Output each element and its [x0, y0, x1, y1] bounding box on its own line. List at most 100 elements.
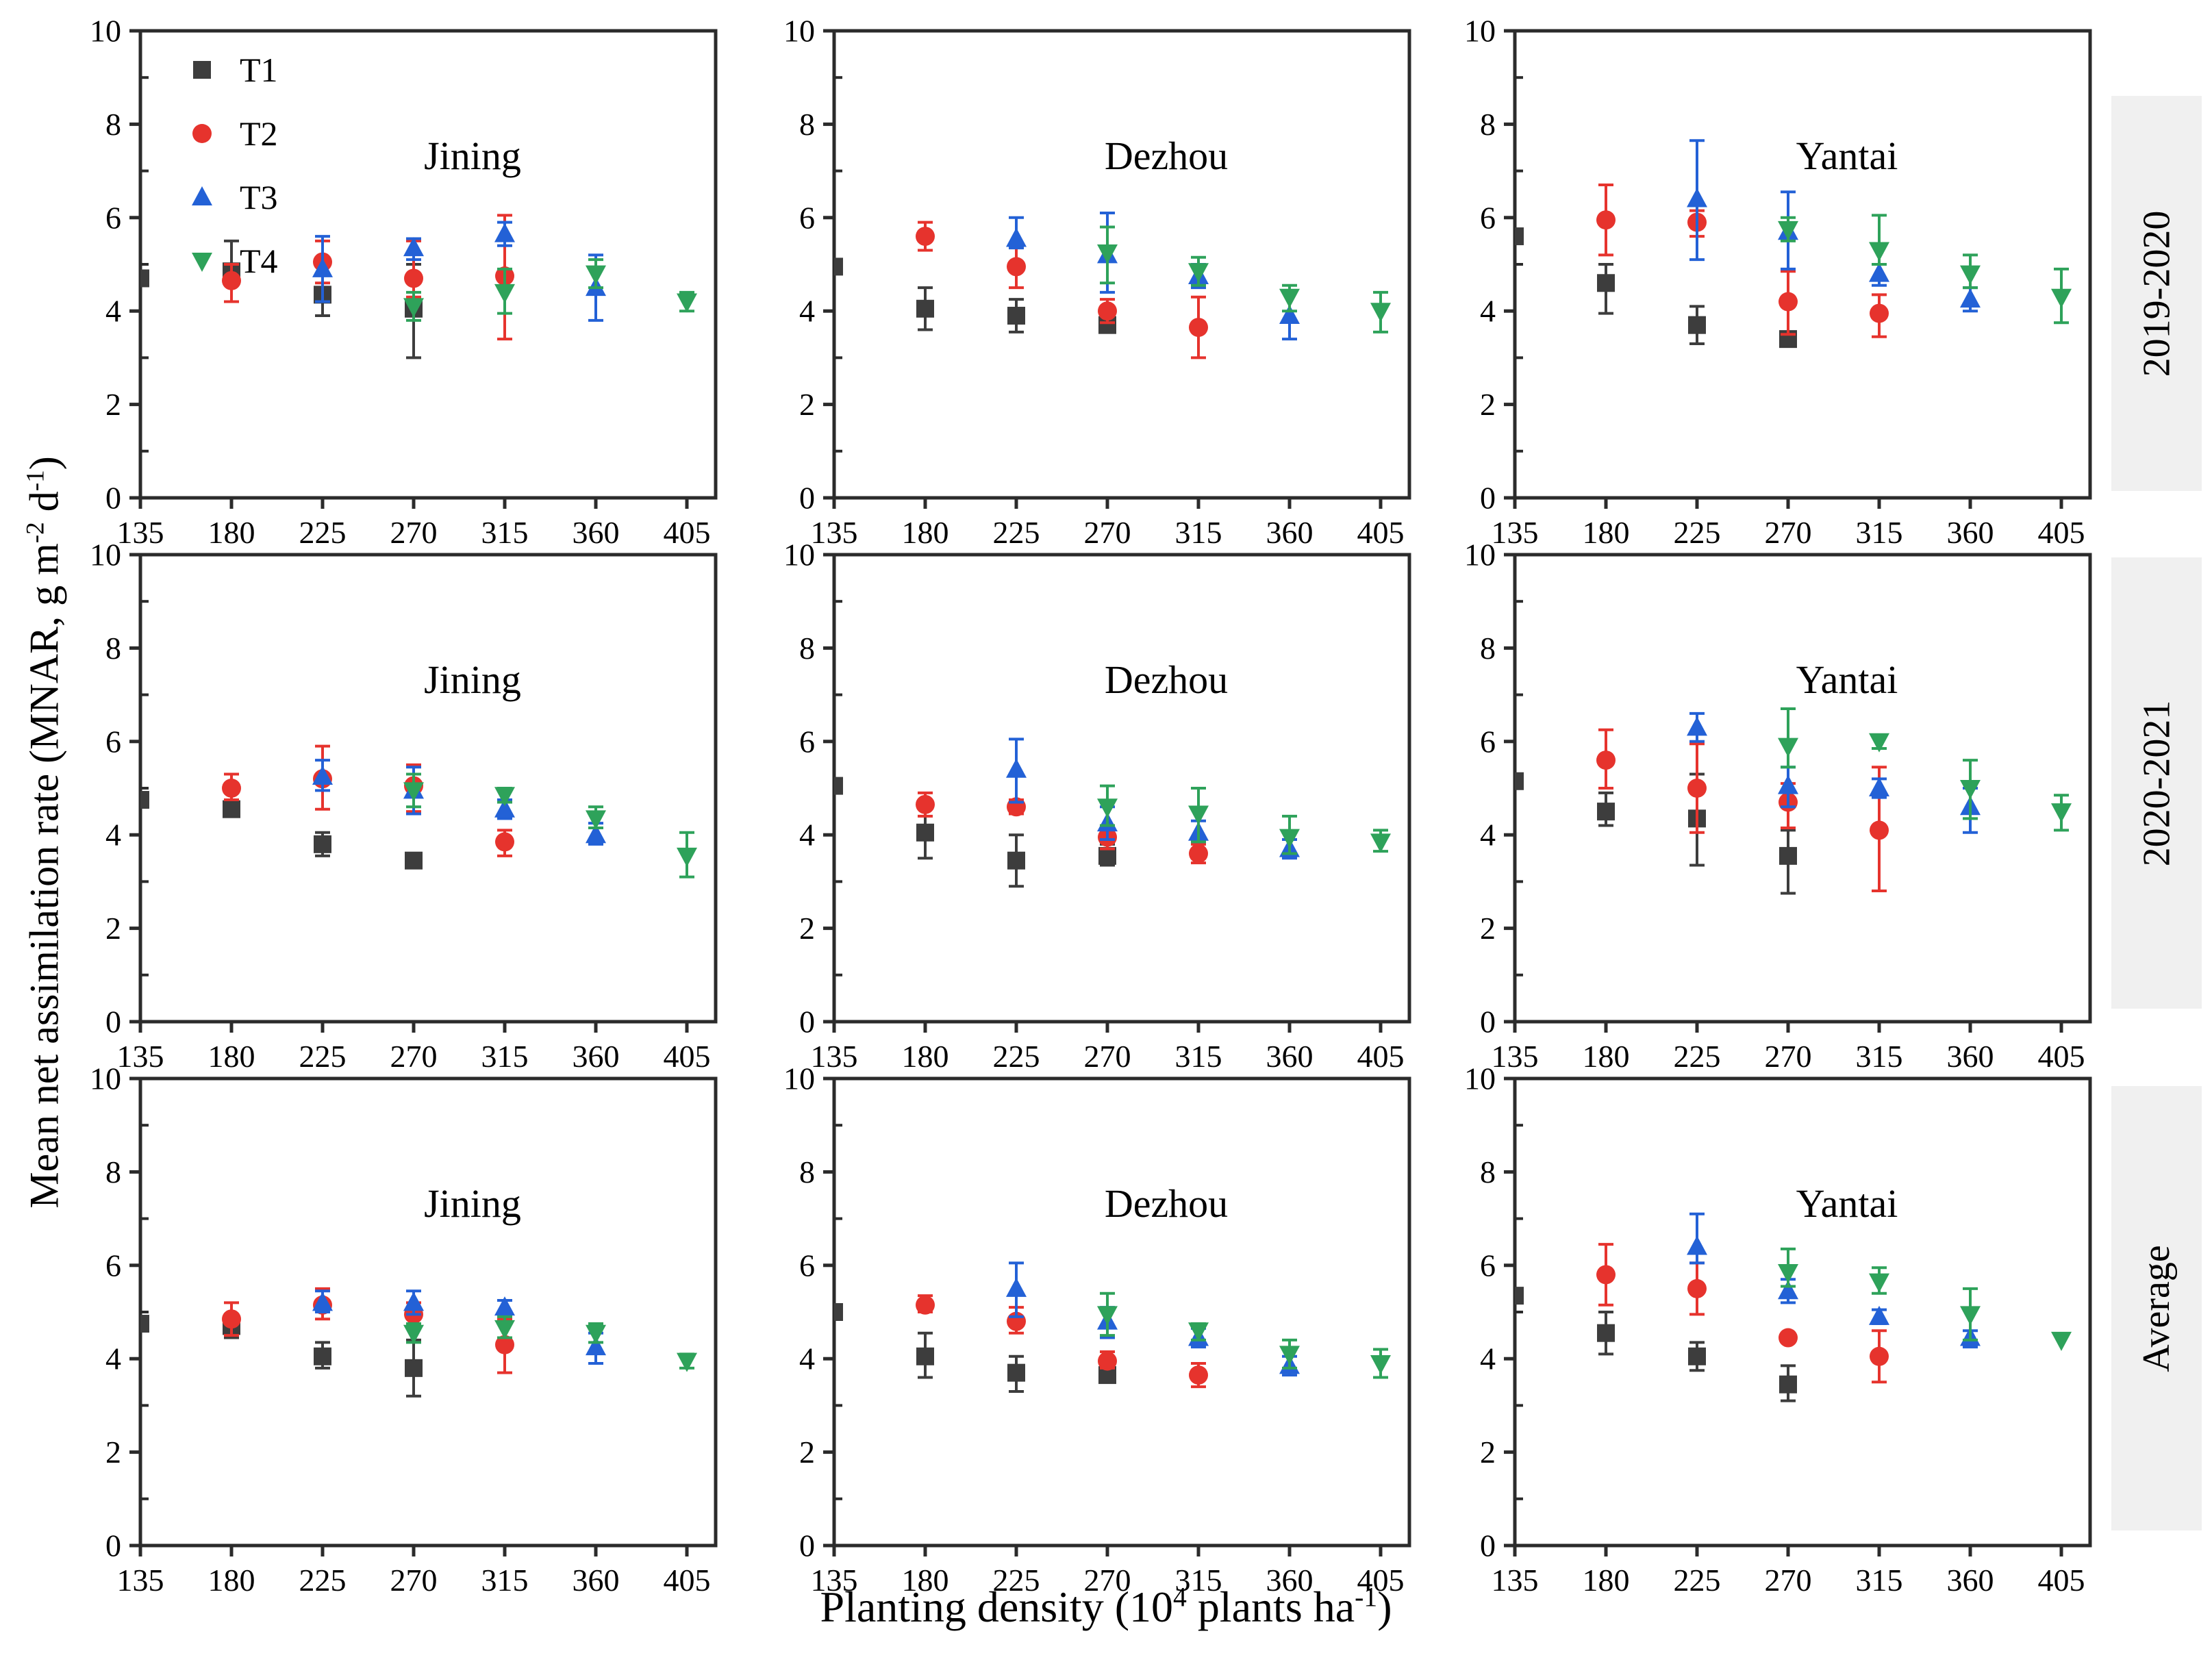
series-T1	[1515, 1287, 1797, 1402]
x-tick-label: 270	[1084, 1039, 1131, 1074]
y-tick-label: 10	[90, 542, 121, 572]
panel-title: Dezhou	[1105, 657, 1228, 702]
series-T4	[1097, 784, 1391, 855]
y-tick-label: 0	[799, 481, 815, 516]
x-tick-label: 405	[664, 1563, 711, 1598]
y-tick-label: 10	[783, 542, 815, 572]
y-tick-label: 4	[799, 294, 815, 329]
x-tick-label: 315	[1175, 1563, 1222, 1598]
x-tick-label: 225	[299, 1563, 347, 1598]
x-tick-label: 360	[1947, 515, 1994, 550]
y-tick-label: 0	[799, 1005, 815, 1039]
x-tick-label: 180	[902, 1563, 949, 1598]
x-tick-label: 270	[1765, 1563, 1812, 1598]
series-T4	[1097, 225, 1391, 333]
x-tick-label: 360	[1266, 1039, 1314, 1074]
series-T4	[1778, 214, 2072, 325]
y-tick-label: 0	[105, 481, 121, 516]
series-T2	[1596, 184, 1889, 338]
panel-title: Jining	[424, 657, 521, 702]
y-axis: 0 2 4 6 8 10	[1464, 1066, 1523, 1563]
y-tick-label: 6	[1480, 724, 1496, 759]
row-label-2020-2021: 2020-2021	[2111, 557, 2202, 1009]
x-axis-title: Planting density (104 plants ha-1)	[820, 1582, 1392, 1631]
series-T1	[140, 1313, 423, 1398]
x-tick-label: 315	[1856, 1563, 1903, 1598]
x-axis: 135 180 225 270 315 360 405	[1492, 1022, 2085, 1074]
series-T3	[1687, 1212, 1981, 1349]
y-axis-title-text: Mean net assimilation rate (MNAR, g m-2 …	[21, 455, 67, 1209]
chart-jining-2019-2020: 0 2 4 6 8 10 135 180 225 270 315 360 405 Jining T1 T2 T3…	[90, 18, 718, 550]
x-tick-label: 180	[902, 515, 949, 550]
series-T4	[1778, 1247, 2072, 1351]
y-tick-label: 8	[105, 1155, 121, 1189]
row-label-text: Average	[2135, 1244, 2178, 1372]
y-tick-label: 2	[1480, 1435, 1496, 1470]
y-tick-label: 10	[1464, 18, 1496, 49]
series-T3	[1687, 711, 1981, 834]
x-tick-label: 135	[811, 1563, 858, 1598]
y-tick-label: 4	[1480, 1341, 1496, 1376]
x-tick-label: 225	[299, 1039, 347, 1074]
chart-jining-average: 0 2 4 6 8 10 135 180 225 270 315 360 405 Jining	[90, 1066, 718, 1598]
y-tick-label: 0	[105, 1005, 121, 1039]
series-T4	[403, 258, 697, 322]
plot-frame	[832, 29, 1411, 500]
y-tick-label: 0	[105, 1528, 121, 1563]
series-T3	[1006, 1261, 1300, 1377]
x-tick-label: 180	[1583, 1563, 1630, 1598]
y-tick-label: 10	[1464, 542, 1496, 572]
series-T4	[1097, 1291, 1391, 1379]
x-tick-label: 225	[299, 515, 347, 550]
series-T2	[222, 1287, 514, 1374]
chart-yantai-2020-2021: 0 2 4 6 8 10 135 180 225 270 315 360 405 Yantai	[1464, 542, 2092, 1074]
x-tick-label: 360	[573, 1039, 620, 1074]
series-T2	[1596, 1243, 1889, 1384]
series-T1	[834, 777, 1116, 888]
x-tick-label: 315	[1175, 1039, 1222, 1074]
series-T3	[1006, 738, 1300, 860]
plot-data	[834, 738, 1391, 888]
series-T4	[1778, 707, 2072, 832]
x-tick-label: 225	[993, 1563, 1040, 1598]
y-tick-label: 2	[105, 1435, 121, 1470]
x-tick-label: 225	[993, 515, 1040, 550]
x-axis: 135 180 225 270 315 360 405	[117, 498, 711, 550]
legend-label: T4	[240, 242, 278, 280]
row-label-text: 2020-2021	[2135, 700, 2178, 866]
x-tick-label: 135	[117, 515, 164, 550]
x-tick-label: 180	[1583, 1039, 1630, 1074]
y-tick-label: 6	[105, 724, 121, 759]
x-tick-label: 270	[1765, 515, 1812, 550]
y-tick-label: 6	[799, 724, 815, 759]
plot-data	[834, 1261, 1391, 1393]
y-tick-label: 4	[105, 818, 121, 853]
series-T2	[222, 744, 514, 857]
y-tick-label: 0	[799, 1528, 815, 1563]
y-tick-label: 8	[105, 631, 121, 666]
chart-dezhou-average: 0 2 4 6 8 10 135 180 225 270 315 360 405 Dezhou	[783, 1066, 1411, 1598]
panel-title: Yantai	[1796, 657, 1898, 702]
series-T2	[916, 220, 1208, 360]
series-T2	[916, 791, 1208, 865]
y-axis: 0 2 4 6 8 10	[783, 542, 842, 1039]
x-tick-label: 135	[811, 1039, 858, 1074]
y-tick-label: 8	[1480, 107, 1496, 142]
y-axis: 0 2 4 6 8 10	[783, 1066, 842, 1563]
x-tick-label: 360	[1947, 1039, 1994, 1074]
x-tick-label: 270	[390, 1563, 438, 1598]
x-tick-label: 315	[1856, 1039, 1903, 1074]
series-T1	[1515, 227, 1797, 349]
x-tick-label: 315	[481, 1563, 529, 1598]
panel-title: Dezhou	[1105, 1181, 1228, 1226]
x-tick-label: 180	[208, 515, 255, 550]
y-tick-label: 0	[1480, 1528, 1496, 1563]
series-T3	[312, 759, 606, 846]
y-tick-label: 6	[105, 200, 121, 235]
x-tick-label: 180	[208, 1039, 255, 1074]
x-tick-label: 360	[1266, 1563, 1314, 1598]
series-T1	[140, 791, 423, 870]
x-tick-label: 180	[1583, 515, 1630, 550]
x-axis: 135 180 225 270 315 360 405	[1492, 1546, 2085, 1598]
